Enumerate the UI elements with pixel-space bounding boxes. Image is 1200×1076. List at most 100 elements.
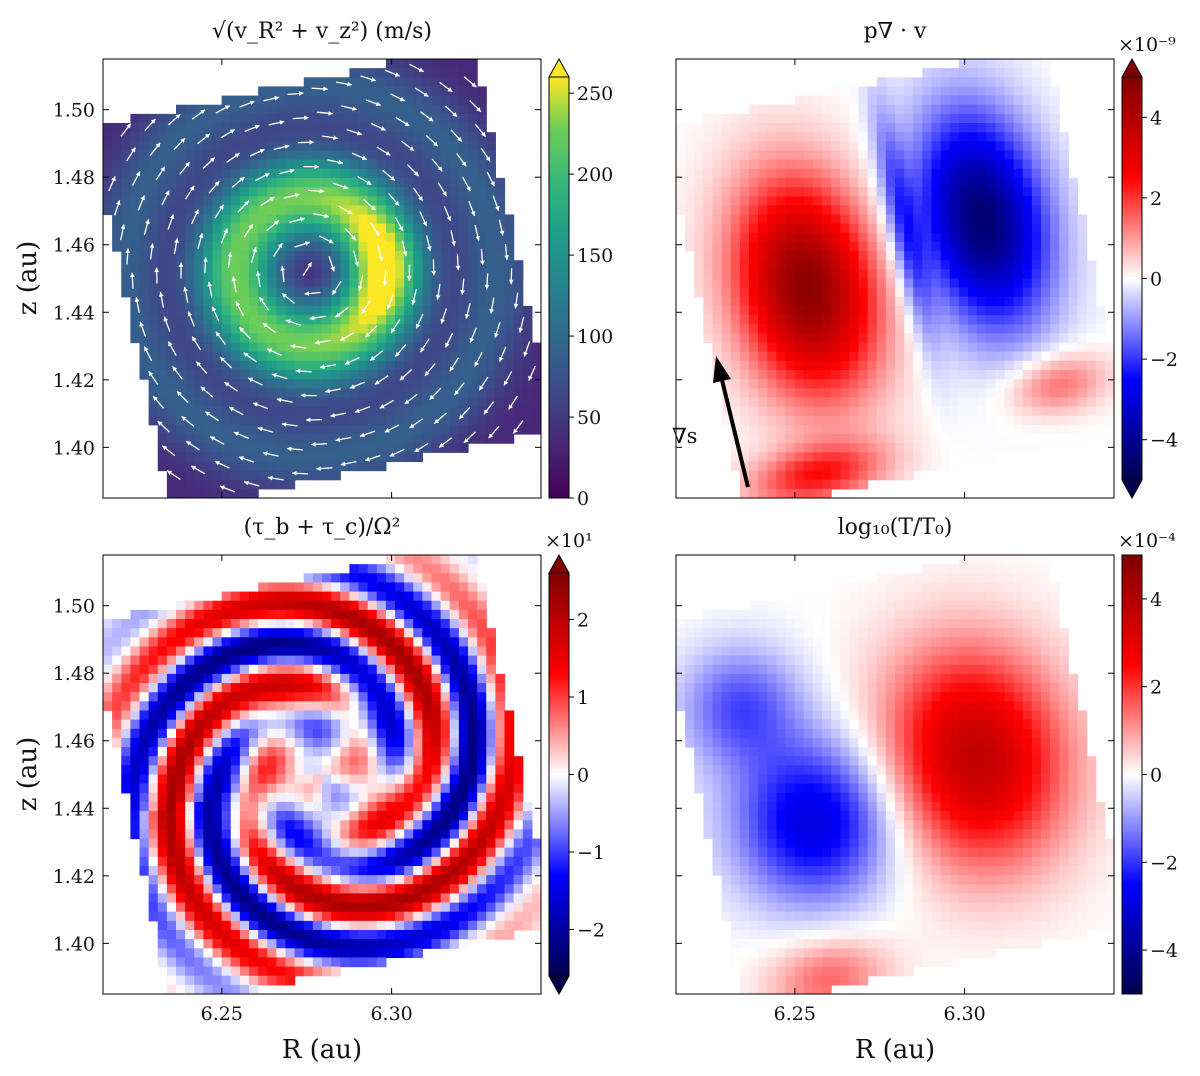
heatmap-cell [849, 369, 860, 380]
heatmap-cell [249, 196, 259, 206]
heatmap-cell [1004, 305, 1015, 316]
heatmap-cell [276, 269, 287, 280]
heatmap-cell [221, 433, 232, 444]
heatmap-cell [148, 646, 159, 657]
heatmap-cell [1059, 324, 1069, 334]
heatmap-cell [431, 278, 442, 289]
heatmap-cell [239, 902, 250, 913]
heatmap-cell [1095, 415, 1106, 426]
heatmap-cell [1077, 424, 1088, 435]
heatmap-cell [803, 324, 814, 334]
heatmap-cell [895, 260, 905, 270]
heatmap-cell [249, 747, 259, 757]
heatmap-cell [312, 619, 323, 629]
heatmap-cell [221, 600, 232, 611]
heatmap-cell [322, 637, 332, 648]
heatmap-cell [803, 187, 814, 197]
heatmap-cell [367, 104, 378, 115]
heatmap-cell [885, 95, 896, 106]
heatmap-cell [721, 333, 732, 344]
heatmap-cell [176, 655, 186, 666]
heatmap-cell [148, 664, 159, 675]
heatmap-cell [468, 351, 478, 362]
heatmap-cell [885, 187, 896, 197]
heatmap-cell [258, 150, 268, 161]
heatmap-cell [1059, 351, 1069, 362]
heatmap-cell [239, 324, 250, 334]
heatmap-cell [458, 351, 469, 362]
heatmap-cell [404, 333, 414, 344]
heatmap-cell [285, 929, 296, 940]
heatmap-cell [1068, 351, 1079, 362]
heatmap-cell [758, 141, 768, 152]
heatmap-cell [294, 424, 305, 435]
heatmap-cell [968, 196, 978, 206]
heatmap-cell [995, 397, 1006, 408]
heatmap-cell [876, 159, 887, 170]
heatmap-cell [477, 333, 487, 344]
heatmap-cell [968, 104, 978, 115]
heatmap-cell [194, 223, 204, 234]
velocity-arrow [474, 123, 487, 138]
heatmap-cell [212, 168, 223, 179]
heatmap-cell [367, 86, 378, 97]
heatmap-cell [267, 232, 277, 243]
heatmap-cell [486, 251, 496, 261]
heatmap-cell [194, 433, 204, 444]
heatmap-cell [1068, 278, 1079, 289]
velocity-arrow [425, 235, 432, 252]
heatmap-cell [831, 86, 841, 97]
colorbar-exponent-label: ×10⁻⁹ [1118, 34, 1176, 56]
heatmap-cell [276, 470, 287, 481]
heatmap-cell [867, 95, 878, 106]
heatmap-cell [1095, 388, 1106, 398]
heatmap-cell [203, 875, 214, 885]
heatmap-cell [458, 251, 469, 261]
heatmap-cell [676, 187, 686, 197]
heatmap-cell [230, 683, 241, 693]
heatmap-cell [312, 801, 323, 812]
heatmap-cell [367, 232, 378, 243]
heatmap-cell [203, 756, 214, 766]
heatmap-cell [166, 287, 177, 298]
heatmap-cell [940, 187, 951, 197]
heatmap-cell [458, 287, 469, 298]
heatmap-cell [931, 86, 942, 97]
heatmap-cell [486, 278, 496, 289]
heatmap-cell [376, 278, 387, 289]
heatmap-cell [249, 646, 259, 657]
heatmap-cell [1031, 296, 1042, 307]
heatmap-cell [767, 113, 777, 124]
heatmap-cell [486, 333, 496, 344]
heatmap-cell [776, 123, 787, 133]
heatmap-cell [331, 214, 341, 225]
heatmap-cell [477, 260, 487, 270]
heatmap-cell [749, 232, 759, 243]
heatmap-cell [477, 296, 487, 307]
heatmap-cell [849, 278, 860, 289]
heatmap-cell [203, 774, 214, 785]
heatmap-cell [968, 296, 978, 307]
heatmap-cell [349, 783, 360, 794]
heatmap-cell [703, 150, 714, 161]
heatmap-cell [504, 324, 515, 334]
heatmap-cell [431, 187, 442, 197]
heatmap-cell [867, 315, 878, 325]
heatmap-cell [166, 415, 177, 426]
heatmap-cell [504, 241, 515, 252]
heatmap-cell [922, 150, 933, 161]
heatmap-cell [258, 683, 268, 693]
heatmap-cell [249, 315, 259, 325]
heatmap-cell [157, 241, 168, 252]
heatmap-cell [949, 388, 960, 398]
heatmap-cell [721, 360, 732, 371]
heatmap-cell [303, 86, 314, 97]
heatmap-cell [758, 187, 768, 197]
heatmap-cell [812, 479, 823, 490]
heatmap-cell [468, 150, 478, 161]
heatmap-cell [303, 397, 314, 408]
heatmap-cell [157, 655, 168, 666]
heatmap-cell [267, 415, 277, 426]
heatmap-cell [395, 241, 405, 252]
heatmap-cell [803, 150, 814, 161]
